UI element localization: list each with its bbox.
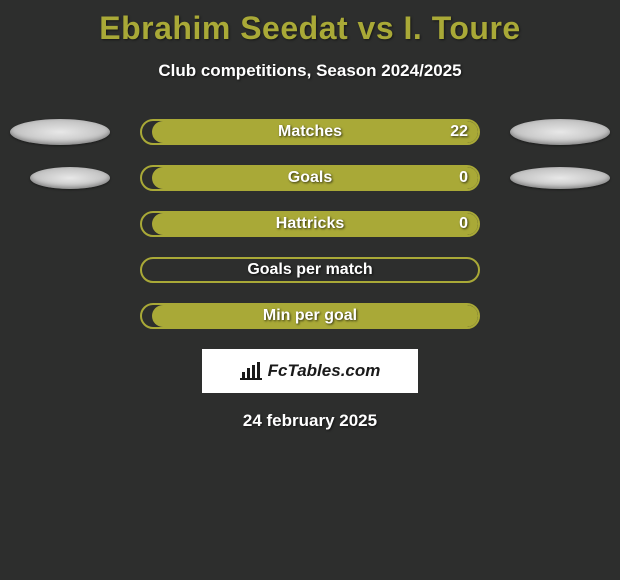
stat-label: Min per goal bbox=[263, 307, 357, 325]
stat-value-right: 0 bbox=[459, 169, 468, 187]
bar-chart-icon bbox=[240, 362, 262, 380]
ellipse-left bbox=[30, 167, 110, 189]
stat-row-goals: Goals 0 bbox=[0, 165, 620, 191]
stat-label: Matches bbox=[278, 123, 342, 141]
stat-row-goals-per-match: Goals per match bbox=[0, 257, 620, 283]
stat-row-matches: Matches 22 bbox=[0, 119, 620, 145]
footer-date: 24 february 2025 bbox=[0, 411, 620, 431]
bar-shell: Goals 0 bbox=[140, 165, 480, 191]
stat-label: Goals per match bbox=[247, 261, 372, 279]
stat-row-min-per-goal: Min per goal bbox=[0, 303, 620, 329]
page-subtitle: Club competitions, Season 2024/2025 bbox=[0, 61, 620, 81]
bar-shell: Hattricks 0 bbox=[140, 211, 480, 237]
stat-label: Hattricks bbox=[276, 215, 344, 233]
logo-box: FcTables.com bbox=[202, 349, 418, 393]
stat-value-right: 22 bbox=[450, 123, 468, 141]
ellipse-left bbox=[10, 119, 110, 145]
bar-shell: Min per goal bbox=[140, 303, 480, 329]
stat-value-right: 0 bbox=[459, 215, 468, 233]
bar-shell: Goals per match bbox=[140, 257, 480, 283]
stats-area: Matches 22 Goals 0 Hattricks 0 bbox=[0, 119, 620, 329]
stat-label: Goals bbox=[288, 169, 332, 187]
bar-shell: Matches 22 bbox=[140, 119, 480, 145]
ellipse-right bbox=[510, 119, 610, 145]
page-title: Ebrahim Seedat vs I. Toure bbox=[0, 0, 620, 47]
comparison-infographic: Ebrahim Seedat vs I. Toure Club competit… bbox=[0, 0, 620, 580]
stat-row-hattricks: Hattricks 0 bbox=[0, 211, 620, 237]
ellipse-right bbox=[510, 167, 610, 189]
logo-text: FcTables.com bbox=[268, 361, 381, 381]
